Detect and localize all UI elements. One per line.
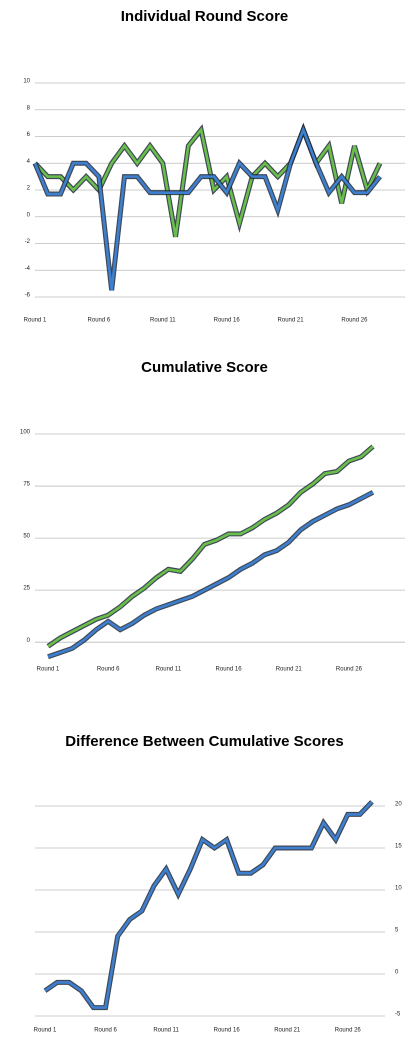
x-tick-label: Round 26 — [335, 1028, 362, 1034]
x-tick-label: Round 11 — [153, 1028, 179, 1034]
y-tick-label: 10 — [395, 886, 402, 892]
x-tick-label: Round 21 — [278, 318, 305, 324]
series-line — [44, 800, 373, 1009]
y-tick-label: -6 — [25, 293, 31, 299]
y-tick-label: -4 — [25, 266, 31, 272]
y-tick-label: 2 — [27, 186, 31, 192]
x-tick-label: Round 21 — [276, 667, 303, 673]
x-tick-label: Round 21 — [274, 1028, 301, 1034]
y-tick-label: 8 — [27, 105, 31, 111]
x-tick-label: Round 16 — [216, 667, 243, 673]
x-tick-label: Round 1 — [34, 1028, 57, 1034]
y-tick-label: 15 — [395, 844, 402, 850]
x-tick-label: Round 6 — [94, 1028, 117, 1034]
series-line — [47, 445, 374, 648]
y-tick-label: 6 — [27, 132, 31, 138]
y-tick-label: 75 — [23, 482, 30, 488]
x-tick-label: Round 11 — [150, 318, 176, 324]
chart-title: Individual Round Score — [121, 8, 289, 25]
y-tick-label: -5 — [395, 1012, 401, 1018]
y-tick-label: 4 — [27, 159, 31, 165]
y-tick-label: 10 — [23, 79, 30, 85]
y-tick-label: 0 — [27, 212, 31, 218]
x-tick-label: Round 6 — [88, 318, 111, 324]
y-tick-label: 0 — [395, 970, 399, 976]
chart-title: Cumulative Score — [141, 359, 268, 376]
y-tick-label: 50 — [23, 534, 30, 540]
y-tick-label: 100 — [20, 430, 31, 436]
x-tick-label: Round 16 — [214, 1028, 241, 1034]
y-tick-label: 20 — [395, 802, 402, 808]
x-tick-label: Round 11 — [156, 667, 182, 673]
line-outline — [46, 444, 375, 649]
y-tick-label: -2 — [25, 239, 31, 245]
chart-title: Difference Between Cumulative Scores — [65, 733, 343, 750]
series-line — [47, 491, 374, 658]
x-tick-label: Round 1 — [37, 667, 60, 673]
y-tick-label: 5 — [395, 928, 399, 934]
line-outline — [43, 800, 374, 1011]
x-tick-label: Round 26 — [336, 667, 363, 673]
x-tick-label: Round 1 — [24, 318, 47, 324]
x-tick-label: Round 6 — [97, 667, 120, 673]
series-line — [33, 126, 382, 291]
x-tick-label: Round 26 — [341, 318, 368, 324]
x-tick-label: Round 16 — [214, 318, 241, 324]
series-line — [34, 126, 382, 238]
y-tick-label: 0 — [27, 638, 31, 644]
y-tick-label: 25 — [23, 586, 30, 592]
